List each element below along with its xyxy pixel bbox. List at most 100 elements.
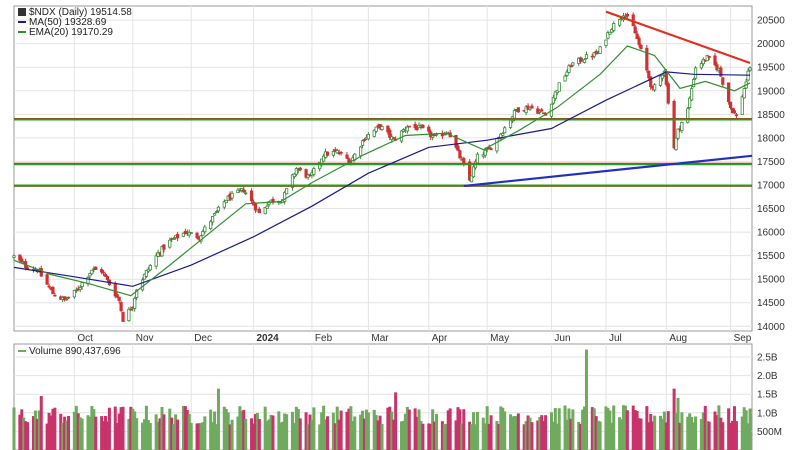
candle-body [551,97,555,104]
volume-bar [649,414,653,450]
volume-bar [692,422,696,450]
price-y-tick: 19000 [757,86,785,97]
volume-bar [253,414,257,450]
volume-bar [304,412,308,450]
candle-body [318,161,322,170]
candle-body [637,37,641,45]
volume-bar [731,420,735,450]
volume-bar [222,406,226,450]
volume-bar [631,405,635,450]
volume-bar [694,416,698,450]
candle-body [304,169,308,178]
candle-body [45,274,49,285]
volume-bar [596,420,600,450]
candle-body [664,71,668,85]
volume-bar [359,414,363,450]
volume-bar [252,423,256,450]
volume-bar [94,416,98,450]
volume-bar [503,411,507,450]
volume-bar [433,421,437,450]
volume-bar [522,424,526,450]
volume-bar [345,411,349,450]
candle-body [475,153,480,164]
volume-bar [584,349,588,450]
candle-body [372,129,376,137]
candle-body [565,71,569,76]
volume-bar [485,406,489,450]
legend-label: EMA(20) 19170.29 [29,27,113,38]
candle-body [503,127,507,134]
candle-body [606,32,610,39]
candle-body [285,188,289,195]
volume-bar [472,412,476,450]
volume-bar [405,406,409,450]
volume-bar [744,410,748,450]
volume-bar [37,410,41,450]
candle-body [113,284,117,297]
candle-body [388,129,392,138]
candle-body [214,211,219,213]
volume-bar [376,420,380,450]
volume-bar [133,411,137,450]
volume-bar [31,416,35,450]
volume-bar [672,388,676,450]
candle-body [456,145,460,151]
volume-bar [148,422,152,450]
volume-bar [499,406,503,450]
candle-body [454,134,458,148]
volume-bar [141,422,145,450]
candle-body [263,207,267,215]
candle-body [553,91,557,99]
volume-bar [542,420,546,450]
volume-bar [312,407,316,450]
candle-body [421,124,425,129]
candle-body [584,54,589,59]
candle-body [501,133,505,136]
legend-label: $NDX (Daily) 19514.58 [29,7,132,18]
volume-bar [113,406,117,450]
volume-bar [67,415,71,450]
volume-bar [639,418,643,450]
candle-body [212,213,217,216]
volume-bar [686,416,690,450]
volume-bar [746,423,750,450]
candle-body [240,188,244,191]
volume-bar [158,418,162,450]
volume-bar [372,409,376,450]
candle-body [244,192,248,195]
volume-bar [92,409,96,450]
candle-body [78,287,82,290]
volume-bar [80,418,84,450]
candle-body [540,109,544,112]
volume-bar [676,397,680,450]
x-tick-label: Nov [136,333,154,344]
volume-bar [610,422,614,450]
candle-body [366,133,370,140]
candle-body [742,88,746,99]
candle-body [542,112,546,114]
trendline_up [463,154,753,188]
volume-bar [292,423,296,450]
candle-body [26,267,30,270]
price-y-tick: 19500 [757,63,785,74]
price-y-tick: 16500 [757,204,785,215]
candle-body [101,271,106,274]
volume-bar [224,408,228,450]
volume-bar [563,405,567,450]
volume-bar [501,407,505,450]
candle-body [360,140,365,146]
volume-bar [45,423,49,450]
volume-bar [283,413,287,450]
volume-bar [90,405,94,450]
volume-bar [322,405,326,450]
candle-body [335,150,339,154]
volume-bar [65,420,69,450]
volume-bar [456,407,460,450]
candle-body [331,151,335,156]
candle-body [345,154,349,159]
volume-bar [717,405,721,450]
volume-bar [351,421,355,450]
candle-body [294,168,298,175]
volume-bar [63,416,67,450]
volume-y-tick: 2.0B [757,371,778,382]
